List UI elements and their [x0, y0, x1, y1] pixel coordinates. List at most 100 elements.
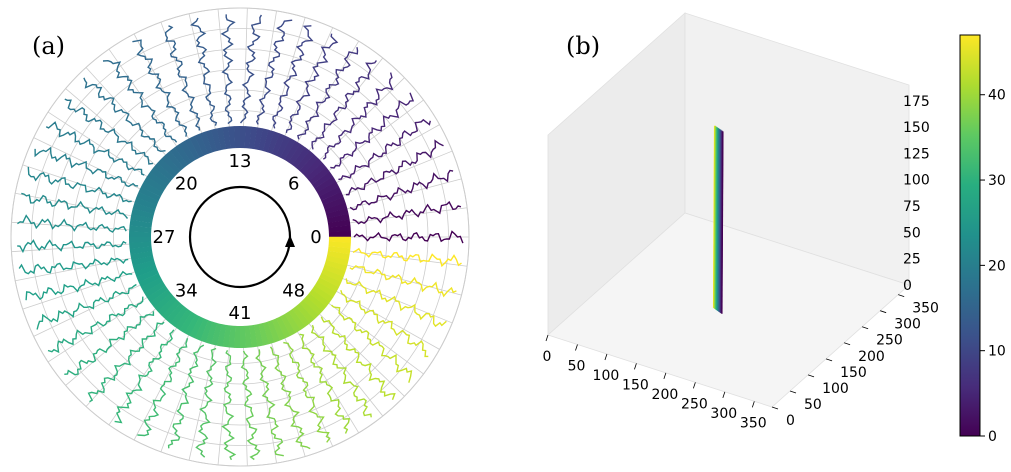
- color-ring-segment: [129, 237, 152, 244]
- color-ring-segment: [146, 285, 169, 303]
- polar-trace: [285, 33, 339, 134]
- color-ring-segment: [134, 264, 157, 278]
- colorbar-tick-label: 0: [988, 429, 997, 445]
- polar-trace: [114, 329, 175, 424]
- polar-trace: [239, 14, 263, 124]
- polar-trace: [27, 166, 132, 203]
- polar-trace: [189, 17, 218, 126]
- color-ring-segment: [249, 324, 258, 348]
- color-ring-segment: [284, 140, 301, 163]
- color-ring-segment: [210, 128, 222, 152]
- polar-trace: [340, 289, 429, 358]
- color-ring-segment: [131, 255, 155, 267]
- x-tick-label: 50: [568, 359, 586, 375]
- color-ring-segment: [233, 126, 240, 149]
- polar-grid-spoke: [33, 137, 145, 192]
- color-ring-segment: [199, 131, 213, 154]
- color-ring-segment: [222, 324, 231, 348]
- color-ring-segment: [317, 277, 340, 293]
- polar-trace: [18, 257, 129, 275]
- color-ring-segment: [295, 150, 315, 171]
- polar-trace: [320, 316, 396, 400]
- color-ring-segment: [153, 293, 175, 312]
- color-ring-segment: [327, 250, 350, 261]
- polar-trace: [17, 239, 127, 254]
- rotation-arrow: [188, 185, 295, 289]
- x-tick-label: 100: [593, 368, 620, 384]
- color-ring-segment: [132, 260, 156, 272]
- color-ring-segment: [136, 268, 159, 283]
- polar-trace: [220, 14, 236, 125]
- polar-trace: [64, 311, 155, 376]
- x-tick-mark: [575, 344, 578, 351]
- color-ring-segment: [174, 143, 192, 166]
- x-tick-label: 350: [740, 415, 767, 431]
- color-ring-segment: [130, 213, 153, 224]
- polar-grid-spoke: [15, 256, 137, 282]
- color-ring-segment: [249, 126, 258, 150]
- color-ring-segment: [302, 296, 323, 316]
- color-ring-segment: [292, 306, 311, 327]
- polar-trace: [25, 270, 133, 301]
- color-ring-segment: [239, 126, 246, 149]
- color-ring-segment: [296, 302, 315, 324]
- color-ring-segment: [314, 176, 337, 193]
- color-ring-segment: [150, 167, 171, 185]
- x-tick-label: 300: [710, 406, 737, 422]
- ring-label-0: 0: [310, 227, 321, 248]
- polar-grid-spoke: [324, 99, 424, 174]
- color-ring-segment: [299, 154, 319, 175]
- polar-trace: [167, 344, 205, 449]
- color-ring-segment: [134, 197, 157, 210]
- colorbar: 0 10 20 30 40: [959, 34, 1006, 445]
- color-ring-segment: [280, 313, 296, 336]
- color-ring-segment: [319, 186, 342, 201]
- polar-trace: [195, 347, 217, 458]
- color-ring-segment: [179, 311, 196, 334]
- color-ring-segment: [234, 325, 241, 349]
- panel-b-label: (b): [566, 32, 600, 60]
- y-tick-label: 50: [804, 397, 822, 413]
- z-tick-label: 75: [903, 199, 921, 215]
- y-tick-mark: [898, 294, 905, 298]
- color-ring-segment: [157, 296, 178, 316]
- x-tick-label: 250: [681, 396, 708, 412]
- x-tick-mark: [751, 401, 755, 408]
- color-ring-segment: [150, 289, 171, 308]
- color-ring-segment: [271, 133, 286, 156]
- color-ring-segment: [165, 150, 184, 172]
- polar-grid-spoke: [47, 111, 152, 180]
- polar-grid-spoke: [65, 305, 160, 386]
- 3d-line: [721, 131, 724, 314]
- polar-trace: [310, 324, 372, 418]
- color-ring-segment: [170, 306, 188, 327]
- color-ring-segment: [306, 292, 327, 312]
- x-tick-mark: [604, 353, 608, 361]
- ring-inner-fill: [152, 149, 328, 325]
- colorbar-tick-label: 40: [988, 88, 1006, 104]
- color-ring-segment: [328, 241, 351, 249]
- color-ring-segment: [253, 127, 264, 150]
- polar-trace: [255, 19, 293, 125]
- color-ring-segment: [288, 143, 306, 165]
- polar-trace: [283, 341, 331, 443]
- color-ring-segment: [189, 135, 204, 158]
- color-ring-segment: [132, 202, 156, 215]
- color-ring-segment: [262, 129, 275, 153]
- color-ring-segment: [288, 308, 306, 331]
- z-tick-label: 125: [903, 146, 930, 162]
- x-tick-label: 200: [652, 387, 679, 403]
- 3d-panes: [547, 12, 910, 408]
- z-tick-label: 150: [903, 120, 930, 136]
- color-ring-segment: [323, 196, 346, 210]
- colorbar-bar: [959, 34, 981, 437]
- polar-grid-spoke: [294, 327, 360, 434]
- color-ring-segment: [302, 158, 323, 178]
- color-ring-segment: [174, 309, 192, 331]
- panel-a-label: (a): [32, 32, 65, 60]
- polar-trace: [132, 39, 188, 137]
- color-ring-segment: [216, 324, 227, 347]
- y-tick-mark: [789, 390, 797, 394]
- polar-grid-spoke: [160, 336, 204, 453]
